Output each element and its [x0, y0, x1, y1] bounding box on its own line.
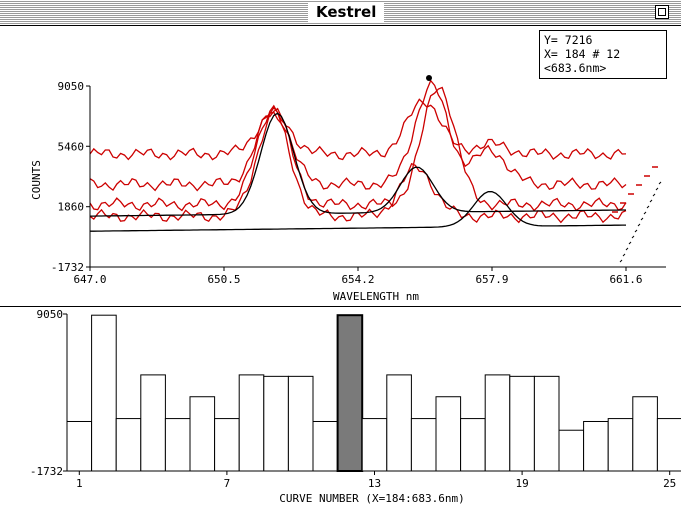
histogram-bar[interactable] [312, 420, 339, 472]
histogram-bar[interactable] [656, 418, 681, 472]
y-axis-label: COUNTS [30, 160, 43, 200]
window-title: Kestrel [308, 2, 385, 22]
hist-x-tick-label: 1 [76, 477, 83, 490]
histogram-bar[interactable] [214, 418, 240, 472]
tail-point [625, 247, 629, 251]
x-tick-label: 661.6 [609, 273, 642, 286]
histogram-bar[interactable] [91, 314, 117, 472]
histogram-bar[interactable] [607, 418, 634, 472]
hist-x-axis-label: CURVE NUMBER (X=184:683.6nm) [279, 492, 464, 505]
histogram-bar[interactable] [509, 375, 535, 472]
x-tick-label: 650.5 [207, 273, 240, 286]
hist-x-tick-label: 7 [224, 477, 231, 490]
histogram-bar[interactable] [238, 374, 265, 472]
y-tick-label: -1732 [51, 261, 84, 274]
histogram-bar[interactable] [632, 396, 658, 472]
histogram-bar[interactable] [558, 429, 585, 472]
histogram-bar[interactable] [287, 375, 314, 472]
x-tick-label: 654.2 [341, 273, 374, 286]
curve-histogram[interactable]: 9050 -1732 1 7 13 19 25 CURVE NUMBER (X=184:68… [0, 306, 681, 506]
histogram-bar[interactable] [386, 374, 412, 472]
histogram-bar[interactable] [361, 418, 388, 472]
y-tick-label: 9050 [58, 80, 85, 93]
spectrum-curve [89, 79, 627, 192]
cursor-readout: Y= 7216 X= 184 # 12 <683.6nm> [539, 30, 667, 79]
spectrum-curve [89, 111, 627, 224]
x-tick-label: 647.0 [73, 273, 106, 286]
tail-point [622, 253, 626, 257]
histogram-bar[interactable] [435, 396, 462, 472]
tail-point [619, 259, 623, 263]
readout-x: X= 184 # 12 [544, 47, 621, 61]
histogram-bar[interactable] [140, 374, 166, 472]
tail-point [646, 205, 650, 209]
hist-x-tick-label: 25 [663, 477, 676, 490]
histogram-bar[interactable] [484, 374, 511, 472]
readout-wavelength: <683.6nm> [544, 61, 607, 75]
tail-point [652, 193, 656, 197]
tail-point [658, 181, 662, 185]
histogram-bar[interactable] [533, 375, 560, 472]
spectrum-curve [90, 112, 626, 217]
tail-point [640, 217, 644, 221]
histogram-bar[interactable] [410, 418, 437, 472]
hist-y-tick-label: -1732 [30, 465, 63, 478]
spectrum-curve [90, 190, 626, 232]
histogram-bar[interactable] [115, 418, 142, 472]
y-tick-label: 1860 [58, 201, 85, 214]
tail-point [655, 187, 659, 191]
histogram-bar[interactable] [66, 420, 93, 472]
spectrum-curve [89, 86, 627, 212]
tail-point [628, 241, 632, 245]
x-axis-label: WAVELENGTH nm [333, 290, 419, 303]
spectrum-chart[interactable]: 647.0 650.5 654.2 657.9 661.6 9050 5460 1860 -17… [0, 0, 681, 306]
y-tick-label: 5460 [58, 140, 85, 153]
spectrum-curve [89, 98, 627, 161]
hist-y-tick-label: 9050 [37, 308, 64, 321]
tail-point [637, 223, 641, 227]
hist-x-tick-label: 19 [515, 477, 528, 490]
histogram-bar[interactable] [164, 418, 191, 472]
tail-point [634, 229, 638, 233]
selected-bar[interactable] [336, 314, 364, 472]
histogram-bar[interactable] [460, 418, 486, 472]
cursor-marker-icon[interactable] [426, 75, 432, 81]
histogram-bar[interactable] [263, 375, 289, 472]
hist-x-tick-label: 13 [368, 477, 381, 490]
readout-y: Y= 7216 [544, 33, 593, 47]
histogram-bar[interactable] [583, 420, 609, 472]
tail-point [631, 235, 635, 239]
tail-point [649, 199, 653, 203]
panel-divider [0, 306, 681, 307]
x-tick-label: 657.9 [475, 273, 508, 286]
histogram-bar[interactable] [189, 396, 216, 472]
tail-point [643, 211, 647, 215]
title-bar[interactable]: Kestrel [0, 0, 681, 26]
zoom-box-icon[interactable] [655, 5, 669, 19]
